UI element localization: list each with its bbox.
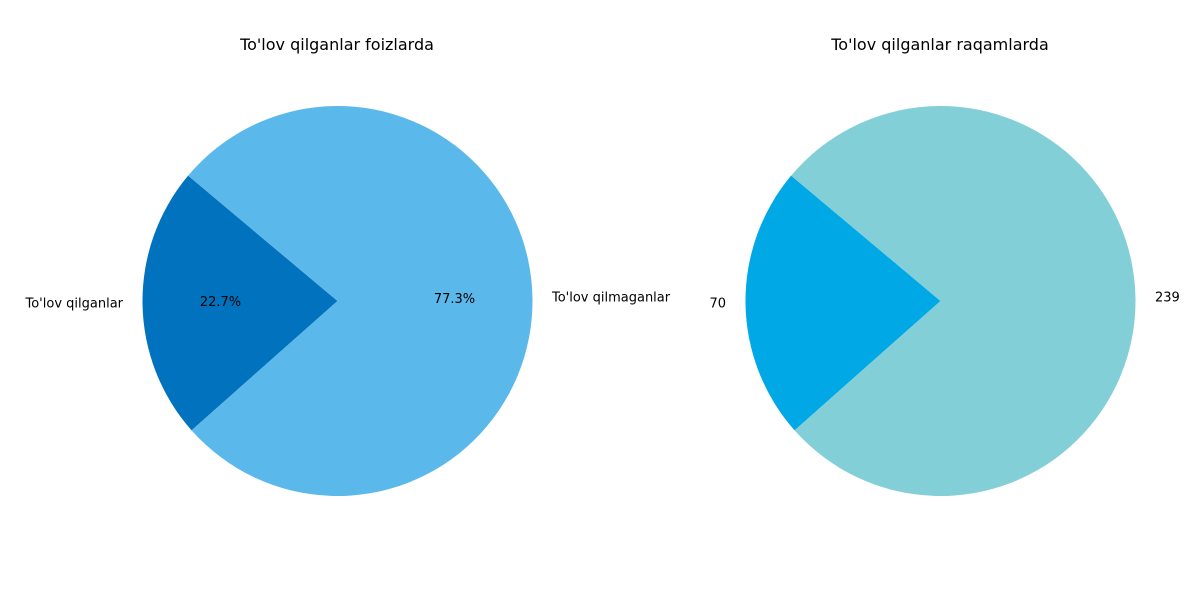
pie-count-slice-0 — [745, 175, 941, 431]
chart-title-count: To'lov qilganlar raqamlarda — [830, 35, 1049, 54]
pie-percent-slice-1 — [188, 106, 533, 497]
chart-title-percent: To'lov qilganlar foizlarda — [239, 35, 434, 54]
pie-percent-slice-0 — [142, 175, 338, 431]
pie-count-labels: 70 239 — [709, 291, 1179, 312]
pie-count-slice-1 — [791, 106, 1136, 497]
pie-percent-slice-pct-0: 22.7% — [200, 295, 241, 310]
pie-count-slice-label-1: 239 — [1155, 291, 1180, 306]
pie-percent-labels: To'lov qilganlar 22.7% To'lov qilmaganlar 7… — [25, 291, 671, 312]
pie-chart-count: To'lov qilganlar raqamlarda 70 239 — [709, 35, 1180, 497]
pie-percent-slices — [142, 106, 533, 497]
pie-chart-percent: To'lov qilganlar foizlarda To'lov qilgan… — [25, 35, 671, 497]
pie-count-slices — [745, 106, 1136, 497]
pie-percent-slice-label-0: To'lov qilganlar — [25, 296, 124, 311]
pie-count-slice-label-0: 70 — [709, 296, 726, 311]
pie-percent-slice-label-1: To'lov qilmaganlar — [551, 291, 671, 306]
pie-percent-slice-pct-1: 77.3% — [434, 292, 475, 307]
